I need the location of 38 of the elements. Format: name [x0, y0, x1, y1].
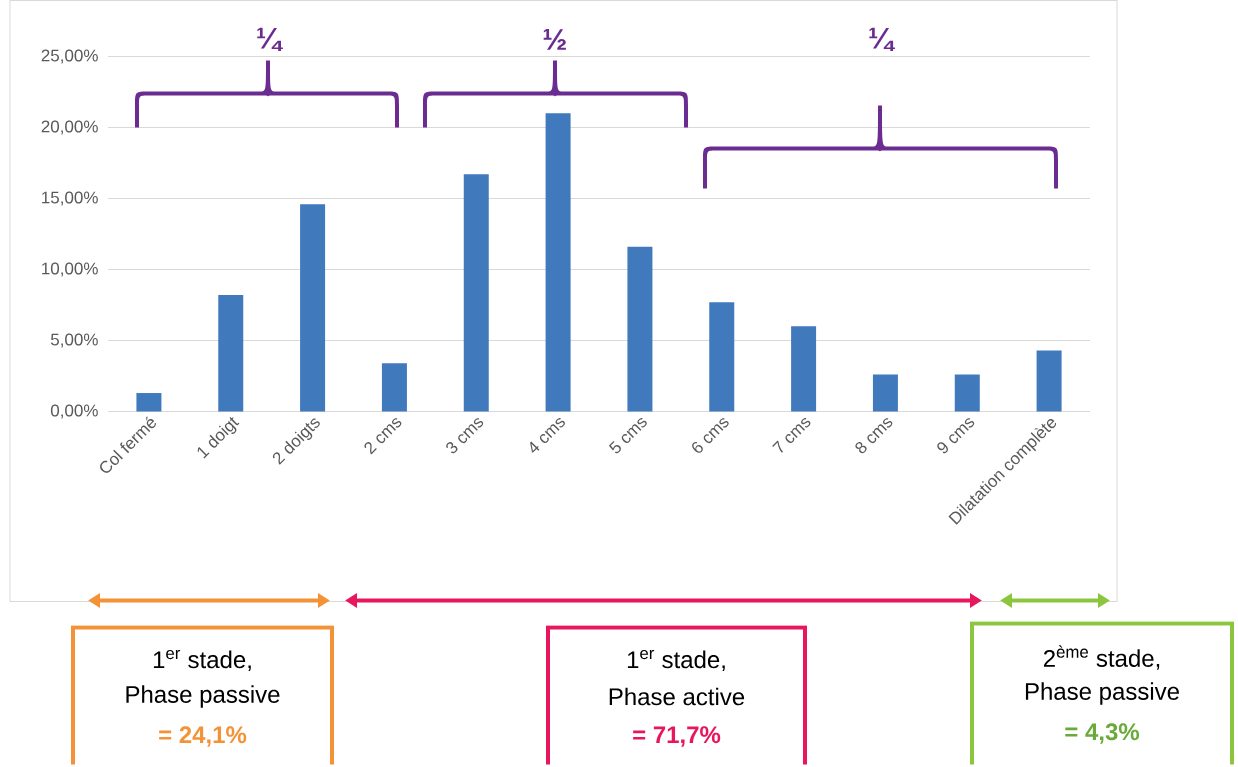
text: = 71,7%	[633, 726, 721, 747]
bar	[218, 295, 244, 412]
text: 1$^{er}$ stade,	[627, 650, 725, 672]
x-tick-label: 9 cms	[937, 418, 975, 454]
bar	[791, 326, 817, 412]
text: ¼	[257, 28, 283, 52]
bar	[463, 174, 489, 412]
bar	[709, 302, 735, 412]
bar	[954, 374, 980, 412]
y-tick-label: 0,00%	[50, 404, 98, 419]
bar	[381, 363, 407, 412]
text: = 4,3%	[1065, 723, 1140, 744]
y-tick-label: 25,00%	[41, 49, 98, 64]
bar	[627, 247, 653, 412]
y-tick-label: 5,00%	[50, 333, 98, 348]
bar	[872, 374, 898, 412]
text: Phase passive	[1025, 682, 1179, 705]
y-tick-label: 10,00%	[42, 262, 98, 277]
text: ½	[543, 29, 566, 51]
x-tick-label: 3 cms	[446, 418, 484, 454]
bar	[545, 113, 571, 412]
x-tick-label: 7 cms	[772, 418, 811, 454]
bar	[136, 393, 162, 412]
x-tick-label: 8 cms	[855, 418, 893, 454]
bar	[300, 204, 326, 412]
text: Phase active	[609, 687, 745, 706]
text: Phase passive	[126, 685, 280, 708]
y-tick-label: 15,00%	[42, 191, 98, 206]
x-tick-label: 2 cms	[364, 418, 402, 455]
text: 1$^{er}$ stade,	[153, 650, 251, 672]
text: ¼	[869, 28, 896, 52]
text: = 24,1%	[159, 726, 247, 747]
bar	[1036, 350, 1062, 412]
x-tick-label: 5 cms	[608, 418, 647, 454]
text: 2$^{ème}$ stade,	[1043, 645, 1160, 670]
x-tick-label: 4 cms	[530, 418, 565, 454]
y-tick-label: 20,00%	[41, 120, 98, 135]
x-tick-label: 6 cms	[692, 418, 729, 454]
